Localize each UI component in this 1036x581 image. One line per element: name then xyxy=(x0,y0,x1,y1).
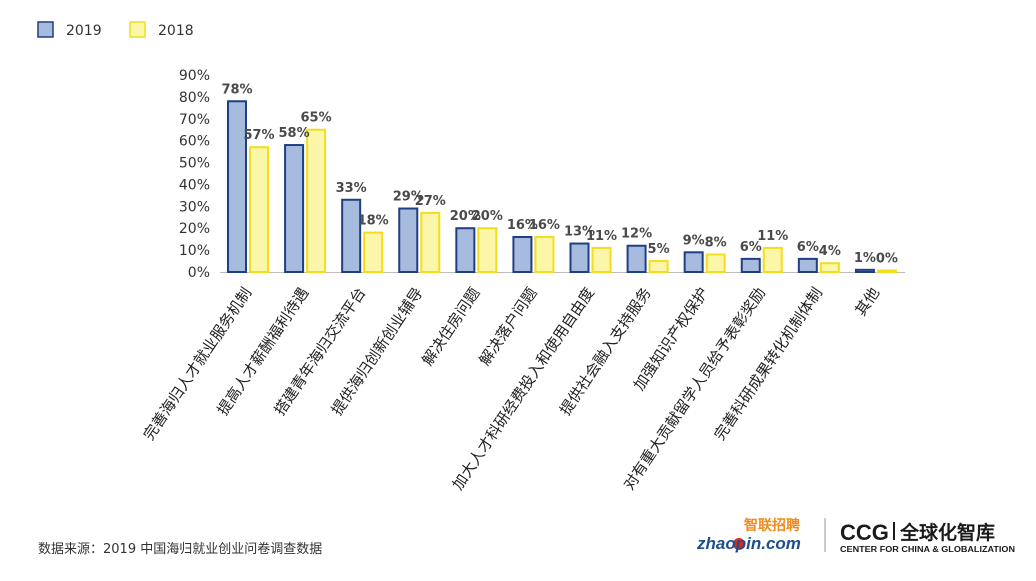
zhaopin-dot-icon xyxy=(733,538,745,550)
data-label-2018: 20% xyxy=(472,209,503,224)
ccg-logo-abbr: CCG xyxy=(840,520,889,545)
zhaopin-logo-cn: 智联招聘 xyxy=(743,517,800,534)
bar-2018 xyxy=(705,253,726,274)
value-labels: 78%57% 58%65%33%18%29%27%20%20%16%16% 13%1… xyxy=(221,82,898,266)
x-category-label: 其他 xyxy=(852,284,884,319)
x-category-label: 解决住房问题 xyxy=(418,284,483,369)
y-tick-label: 0% xyxy=(188,265,210,281)
data-label-2018: 18% xyxy=(358,214,389,229)
data-label-2019: 58% xyxy=(279,126,310,141)
data-label-2018: 5% xyxy=(648,242,670,257)
data-label-2018: 27% xyxy=(415,194,446,209)
legend-label-2018: 2018 xyxy=(158,23,194,39)
bar-2019 xyxy=(341,198,362,273)
bar-2018 xyxy=(249,146,269,274)
y-tick-label: 90% xyxy=(179,68,210,84)
data-label-2018: 11% xyxy=(757,229,788,244)
bar-2019 xyxy=(284,144,305,274)
bar-2018 xyxy=(876,269,897,273)
zhaopin-logo-en: zhaopin.com xyxy=(696,534,801,553)
legend-swatch-2018 xyxy=(129,21,146,38)
data-label-2019: 6% xyxy=(740,240,762,255)
ccg-logo: CCG 全球化智库 CENTER FOR CHINA & GLOBALIZATI… xyxy=(840,520,1015,554)
bar-2018 xyxy=(306,128,327,273)
bars xyxy=(227,100,897,274)
bar-2018 xyxy=(648,260,669,273)
data-label-2019: 16% xyxy=(507,218,538,233)
bar-2019 xyxy=(683,251,704,274)
bar-2019 xyxy=(398,207,419,273)
bar-2019 xyxy=(569,242,590,274)
data-label-2019: 1% xyxy=(854,251,876,266)
bar-2018 xyxy=(591,246,612,274)
zhaopin-logo: 智联招聘 zhaopin.com xyxy=(696,517,801,553)
data-label-2019: 29% xyxy=(393,190,424,205)
data-label-2019: 12% xyxy=(621,227,652,242)
ccg-logo-cn: 全球化智库 xyxy=(899,521,995,544)
bar-2018 xyxy=(819,262,840,274)
legend: 2019 2018 xyxy=(37,21,194,39)
y-tick-label: 30% xyxy=(179,199,210,215)
y-tick-label: 80% xyxy=(179,90,210,106)
data-label-2018: 65% xyxy=(301,111,332,126)
data-label-2018: 0% xyxy=(876,252,898,267)
bar-2019 xyxy=(227,100,247,274)
data-label-2019: 6% xyxy=(797,240,819,255)
x-category-label: 完善海归人才就业服务机制 xyxy=(140,284,256,443)
y-tick-label: 60% xyxy=(179,134,210,150)
bar-2019 xyxy=(626,244,647,274)
data-source: 数据来源：2019 中国海归就业创业问卷调查数据 xyxy=(38,541,322,557)
data-label-2019: 33% xyxy=(336,181,367,196)
data-label-2018: 8% xyxy=(705,235,727,250)
bar-2019 xyxy=(455,227,476,274)
data-label-2018: 16% xyxy=(529,218,560,233)
ccg-logo-en: CENTER FOR CHINA & GLOBALIZATION xyxy=(840,545,1015,554)
data-label-2018: 4% xyxy=(819,244,841,259)
data-label-2019: 13% xyxy=(564,225,595,240)
bar-2018 xyxy=(363,231,384,274)
x-category-label: 解决落户问题 xyxy=(475,284,540,369)
legend-label-2019: 2019 xyxy=(66,23,102,39)
data-label-2019: 9% xyxy=(683,233,705,248)
x-category-labels: 完善海归人才就业服务机制提高人才薪酬福利待遇搭建青年海归交流平台提供海归创新创业… xyxy=(140,284,884,493)
bar-2018 xyxy=(762,246,783,274)
y-tick-label: 10% xyxy=(179,243,210,259)
x-category-label: 完善科研成果转化机制体制 xyxy=(711,284,827,443)
data-label-2018: 11% xyxy=(586,229,617,244)
legend-swatch-2019 xyxy=(37,21,54,38)
y-axis: 0% 10% 20% 30% 40% 50% 60% 70% 80% 90% xyxy=(179,68,905,281)
bar-2019 xyxy=(854,268,875,273)
data-label-2018: 57% xyxy=(243,128,274,143)
bar-2019 xyxy=(512,235,533,274)
bar-2019 xyxy=(797,257,818,274)
y-tick-label: 20% xyxy=(179,221,210,237)
bar-2019 xyxy=(740,257,761,274)
bar-2018 xyxy=(534,235,555,274)
y-tick-label: 40% xyxy=(179,177,210,193)
data-label-2019: 78% xyxy=(221,82,252,97)
y-tick-label: 70% xyxy=(179,112,210,128)
bar-2018 xyxy=(420,211,441,273)
y-tick-label: 50% xyxy=(179,156,210,172)
data-label-2019: 20% xyxy=(450,209,481,224)
bar-2018 xyxy=(477,227,498,274)
